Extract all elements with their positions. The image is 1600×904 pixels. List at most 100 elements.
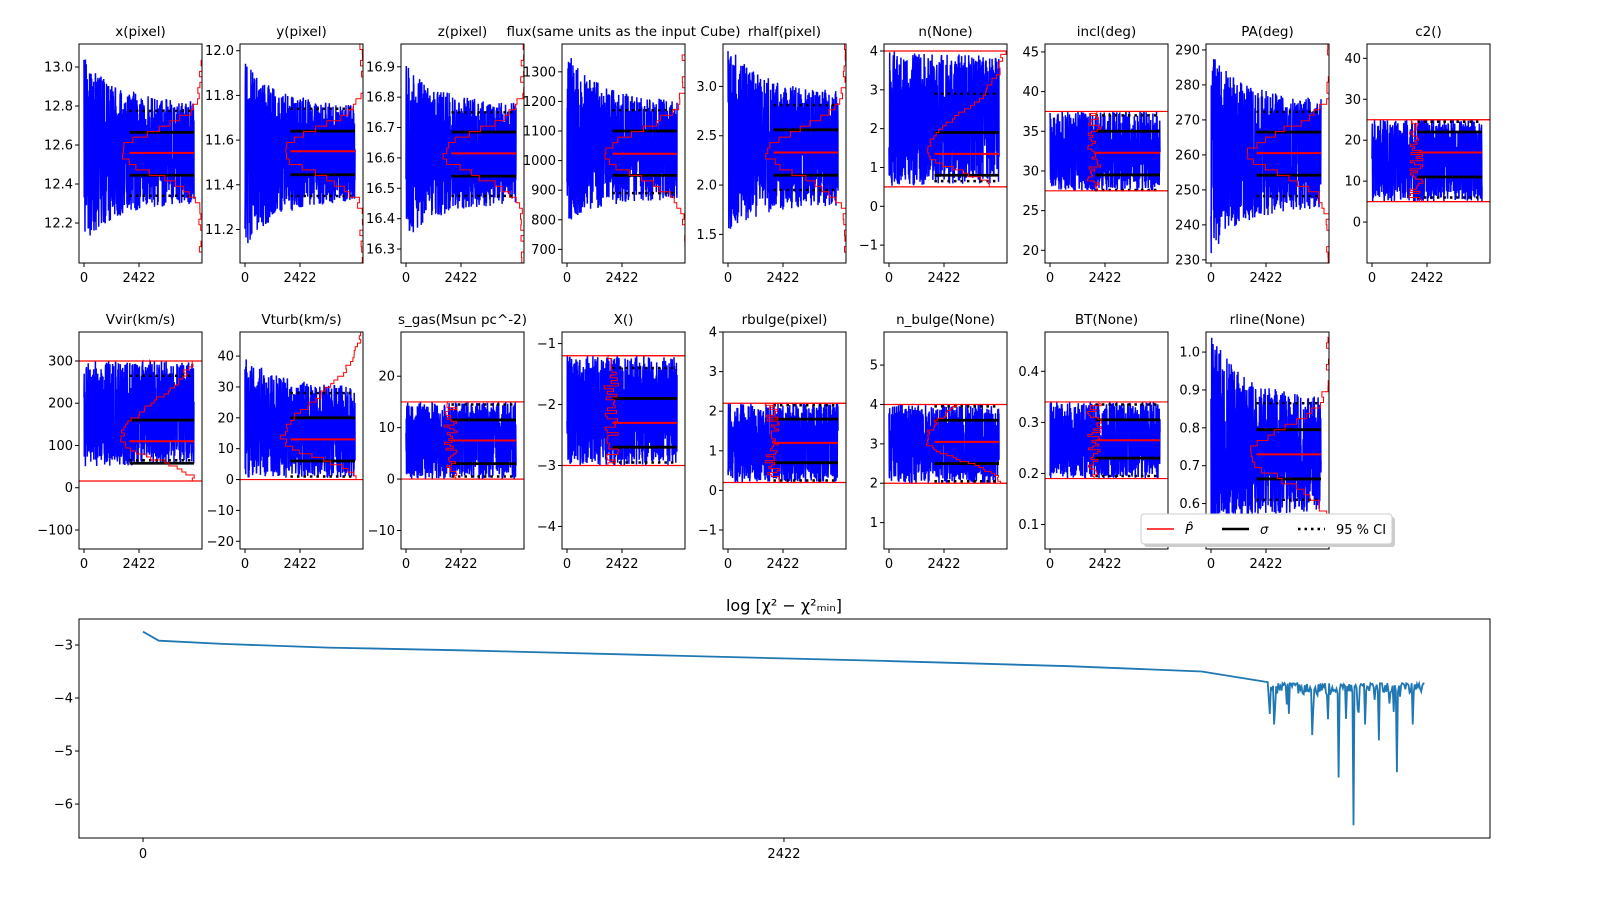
- panel-frame: [722, 43, 847, 264]
- posterior-histogram: [120, 360, 202, 482]
- y-tick-label: 3: [870, 437, 878, 452]
- y-tick-label: 0: [65, 481, 73, 496]
- y-tick-label: −4: [537, 520, 556, 535]
- trace-panel-16: 0.6 0.7 0.8 0.9 1.0 0 2422 rline(None): [1179, 312, 1330, 572]
- trace-panel-3: 700 800 900 1000 1100 1200 1300 0 2422 flux(same …: [506, 24, 740, 286]
- panel-title: y(pixel): [276, 24, 326, 40]
- y-tick-label: 45: [1022, 45, 1039, 60]
- y-tick-label: 0: [1353, 216, 1361, 231]
- trace-panel-9: −100 0 100 200 300 0 2422 Vvir(km/s): [37, 312, 203, 572]
- x-tick-label: 0: [241, 271, 249, 286]
- y-tick-label: −1: [537, 337, 556, 352]
- panel-frame: [400, 43, 525, 264]
- y-tick-label: 900: [531, 184, 556, 199]
- panel-title: n(None): [918, 24, 972, 40]
- y-tick-label: 2: [870, 477, 878, 492]
- panel-plot-area: [727, 44, 846, 263]
- y-tick-label: 0.7: [1179, 459, 1200, 474]
- legend-box: [1140, 513, 1393, 545]
- x-tick-label: 0: [1207, 557, 1215, 572]
- panel-title: rhalf(pixel): [748, 24, 821, 40]
- x-tick-label: 0: [563, 271, 571, 286]
- x-tick-label: 2422: [1249, 557, 1282, 572]
- y-tick-label: 280: [1175, 78, 1200, 93]
- mcmc-trace-line: [1049, 111, 1161, 191]
- y-tick-label: 270: [1175, 113, 1200, 128]
- panel-frame: [400, 331, 525, 550]
- legend-label-2: 95 % CI: [1336, 523, 1386, 538]
- x-tick-label: 2422: [927, 271, 960, 286]
- x-tick-label: 2422: [766, 557, 799, 572]
- legend: P̂ σ 95 % CI: [1140, 513, 1395, 547]
- y-tick-label: 0.3: [1018, 416, 1039, 431]
- y-tick-label: 16.6: [366, 151, 395, 166]
- y-tick-label: 12.0: [205, 44, 234, 59]
- trace-panel-0: 12.2 12.4 12.6 12.8 13.0 0 2422 x(pixel): [44, 24, 203, 286]
- panel-plot-area: [566, 44, 685, 263]
- panel-title: rbulge(pixel): [742, 312, 828, 328]
- y-tick-label: 300: [48, 354, 73, 369]
- mcmc-trace-line: [566, 355, 678, 466]
- x-tick-label: 2422: [444, 557, 477, 572]
- posterior-histogram: [765, 44, 846, 263]
- y-tick-label: 1.0: [1179, 346, 1200, 361]
- x-tick-label: 2422: [122, 271, 155, 286]
- mcmc-trace-line: [566, 57, 678, 220]
- panel-title: s_gas(Msun pc^-2): [398, 312, 527, 328]
- trace-panel-8: 0 10 20 30 40 0 2422 c2(): [1344, 24, 1491, 286]
- y-tick-label: 1200: [523, 95, 556, 110]
- y-tick-label: 2: [709, 405, 717, 420]
- x-tick-label: 2422: [927, 557, 960, 572]
- legend-label-1: σ: [1260, 523, 1269, 538]
- x-tick-label: 2422: [1088, 271, 1121, 286]
- x-tick-label: 0: [885, 557, 893, 572]
- panel-frame: [561, 43, 686, 264]
- panel-frame: [78, 331, 203, 550]
- posterior-histogram: [927, 50, 1007, 188]
- mcmc-trace-line: [1210, 337, 1322, 528]
- mcmc-trace-line: [244, 63, 356, 244]
- panel-frame: [1044, 43, 1169, 264]
- y-tick-label: 10: [1344, 175, 1361, 190]
- chi2-title: log [χ² − χ²ₘᵢₙ]: [726, 596, 842, 615]
- panel-plot-area: [401, 401, 524, 480]
- panel-plot-area: [1045, 401, 1168, 480]
- y-tick-label: 0: [387, 473, 395, 488]
- mcmc-trace-line: [83, 358, 195, 467]
- x-tick-label: 0: [885, 271, 893, 286]
- mcmc-trace-line: [244, 359, 356, 479]
- y-tick-label: −4: [54, 692, 73, 707]
- panel-title: Vvir(km/s): [106, 312, 176, 328]
- panel-title: incl(deg): [1077, 24, 1136, 40]
- y-tick-label: 13.0: [44, 61, 73, 76]
- posterior-histogram: [764, 402, 846, 484]
- y-tick-label: 4: [709, 326, 717, 341]
- panel-title: flux(same units as the input Cube): [506, 24, 740, 40]
- y-tick-label: 1.5: [696, 228, 717, 243]
- panel-title: X(): [614, 312, 634, 328]
- posterior-histogram: [1086, 401, 1168, 480]
- y-tick-label: 11.4: [205, 178, 234, 193]
- y-tick-label: 11.2: [205, 223, 234, 238]
- y-tick-label: −10: [207, 504, 234, 519]
- y-tick-label: 700: [531, 243, 556, 258]
- y-tick-label: 1: [870, 516, 878, 531]
- panel-title: c2(): [1415, 24, 1442, 40]
- x-tick-label: 2422: [767, 847, 800, 862]
- y-tick-label: 12.4: [44, 178, 73, 193]
- panel-plot-area: [244, 44, 363, 263]
- chi2-panel: −6 −5 −4 −3 0 2422 log [χ² − χ²ₘᵢₙ]: [54, 596, 1491, 862]
- y-tick-label: 1300: [523, 65, 556, 80]
- x-tick-label: 0: [80, 271, 88, 286]
- panel-plot-area: [405, 44, 524, 263]
- panel-plot-area: [79, 358, 202, 482]
- trace-panel-4: 1.5 2.0 2.5 3.0 0 2422 rhalf(pixel): [696, 24, 847, 286]
- y-tick-label: 260: [1175, 148, 1200, 163]
- y-tick-label: −2: [537, 398, 556, 413]
- y-tick-label: 0.9: [1179, 383, 1200, 398]
- y-tick-label: 3: [870, 83, 878, 98]
- y-tick-label: 4: [870, 44, 878, 59]
- panel-frame: [1205, 331, 1330, 550]
- panel-plot-area: [1210, 44, 1329, 263]
